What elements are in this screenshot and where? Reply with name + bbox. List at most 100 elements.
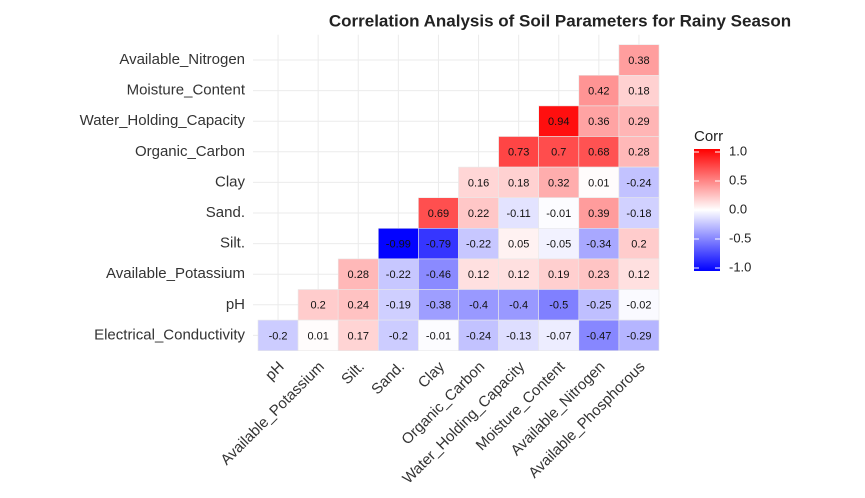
x-tick-label: Silt. — [338, 358, 368, 388]
cell-label: 0.16 — [468, 177, 489, 189]
heatmap-cell — [578, 228, 620, 260]
cell-label: 0.94 — [548, 116, 569, 128]
heatmap-cell — [498, 197, 540, 229]
heatmap-cell — [578, 197, 620, 229]
legend-title: Corr — [694, 128, 723, 145]
colorbar-tick-label: 0.0 — [729, 201, 747, 216]
cell-label: -0.25 — [586, 300, 611, 312]
cell-label: 0.38 — [628, 55, 649, 67]
cell-label: 0.12 — [508, 269, 529, 281]
cell-label: -0.11 — [507, 208, 531, 220]
heatmap-cell — [297, 319, 339, 352]
cell-label: 0.28 — [628, 147, 649, 159]
cell-label: -0.07 — [546, 330, 571, 342]
cell-label: 0.01 — [307, 330, 328, 342]
y-tick-label: Moisture_Content — [127, 82, 246, 99]
cell-label: -0.01 — [546, 208, 571, 220]
y-tick-label: Organic_Carbon — [135, 143, 245, 160]
heatmap-cell — [618, 258, 660, 290]
cell-label: 0.12 — [628, 269, 649, 281]
cell-label: -0.24 — [466, 330, 491, 342]
cell-label: 0.19 — [548, 269, 569, 281]
colorbar-tick-label: -0.5 — [729, 230, 751, 245]
y-tick-label: Water_Holding_Capacity — [80, 112, 246, 129]
cell-label: 0.18 — [508, 177, 529, 189]
heatmap-cell — [618, 136, 660, 168]
heatmap-cell — [418, 228, 459, 260]
x-tick-label: pH — [262, 358, 288, 384]
cell-label: 0.69 — [428, 208, 449, 220]
heatmap-cell — [538, 319, 580, 352]
heatmap-cell — [377, 258, 419, 290]
heatmap-cell — [337, 258, 379, 290]
cell-label: 0.7 — [551, 147, 566, 159]
cell-label: -0.29 — [626, 330, 651, 342]
heatmap-cell — [618, 228, 660, 260]
cell-label: -0.24 — [626, 177, 651, 189]
y-tick-label: Available_Potassium — [106, 265, 245, 282]
heatmap-cell — [618, 197, 660, 229]
cell-label: 0.01 — [588, 177, 609, 189]
cell-label: -0.18 — [626, 208, 651, 220]
heatmap-cell — [418, 289, 459, 321]
heatmap-cell — [418, 258, 459, 290]
heatmap-cell — [257, 319, 299, 352]
cell-label: 0.23 — [588, 269, 609, 281]
cell-label: 0.24 — [348, 300, 369, 312]
heatmap-cell — [458, 258, 499, 290]
cell-label: -0.22 — [466, 239, 491, 251]
y-tick-label: Available_Nitrogen — [119, 51, 245, 68]
cell-label: -0.47 — [586, 330, 611, 342]
y-tick-label: Silt. — [220, 235, 245, 252]
y-tick-label: pH — [226, 296, 245, 313]
heatmap-cell — [618, 319, 660, 352]
cell-label: 0.39 — [588, 208, 609, 220]
cell-label: 0.18 — [628, 86, 649, 98]
heatmap-cell — [538, 228, 580, 260]
cell-label: -0.19 — [386, 300, 411, 312]
cell-label: 0.29 — [628, 116, 649, 128]
heatmap-cell — [337, 319, 379, 352]
heatmap-cell — [618, 105, 660, 137]
cell-label: 0.2 — [631, 239, 646, 251]
cell-label: -0.05 — [546, 239, 571, 251]
cell-label: -0.01 — [426, 330, 451, 342]
cell-label: 0.36 — [588, 116, 609, 128]
heatmap-cell — [377, 289, 419, 321]
heatmap-cell — [458, 319, 499, 352]
heatmap-cell — [498, 166, 540, 199]
cell-label: -0.22 — [386, 269, 411, 281]
x-tick-label: Sand. — [368, 358, 408, 398]
heatmap-cell — [458, 166, 499, 199]
cell-label: -0.5 — [549, 300, 568, 312]
heatmap-cell — [618, 44, 660, 76]
heatmap-cell — [377, 319, 419, 352]
colorbar-tick-label: 0.5 — [729, 172, 747, 187]
cell-label: -0.99 — [386, 239, 411, 251]
cell-label: 0.32 — [548, 177, 569, 189]
x-tick-label: Clay — [415, 358, 449, 392]
cell-label: -0.4 — [509, 300, 528, 312]
cell-label: 0.68 — [588, 147, 609, 159]
cell-label: 0.73 — [508, 147, 529, 159]
heatmap-cell — [578, 166, 620, 199]
heatmap-cell — [418, 197, 459, 229]
heatmap-cell — [618, 289, 660, 321]
cell-label: 0.05 — [508, 239, 529, 251]
cell-label: -0.4 — [469, 300, 488, 312]
cell-label: 0.12 — [468, 269, 489, 281]
heatmap-cell — [538, 105, 580, 137]
heatmap-cell — [538, 258, 580, 290]
cell-label: -0.38 — [426, 300, 451, 312]
cell-label: 0.2 — [311, 300, 326, 312]
cell-label: 0.17 — [348, 330, 369, 342]
cell-label: -0.46 — [426, 269, 451, 281]
cell-label: 0.42 — [588, 86, 609, 98]
colorbar-tick-label: -1.0 — [729, 259, 751, 274]
cell-label: -0.2 — [269, 330, 288, 342]
cell-label: -0.02 — [626, 300, 651, 312]
chart-title: Correlation Analysis of Soil Parameters … — [329, 11, 791, 30]
cell-label: 0.28 — [348, 269, 369, 281]
y-tick-label: Electrical_Conductivity — [94, 326, 245, 343]
